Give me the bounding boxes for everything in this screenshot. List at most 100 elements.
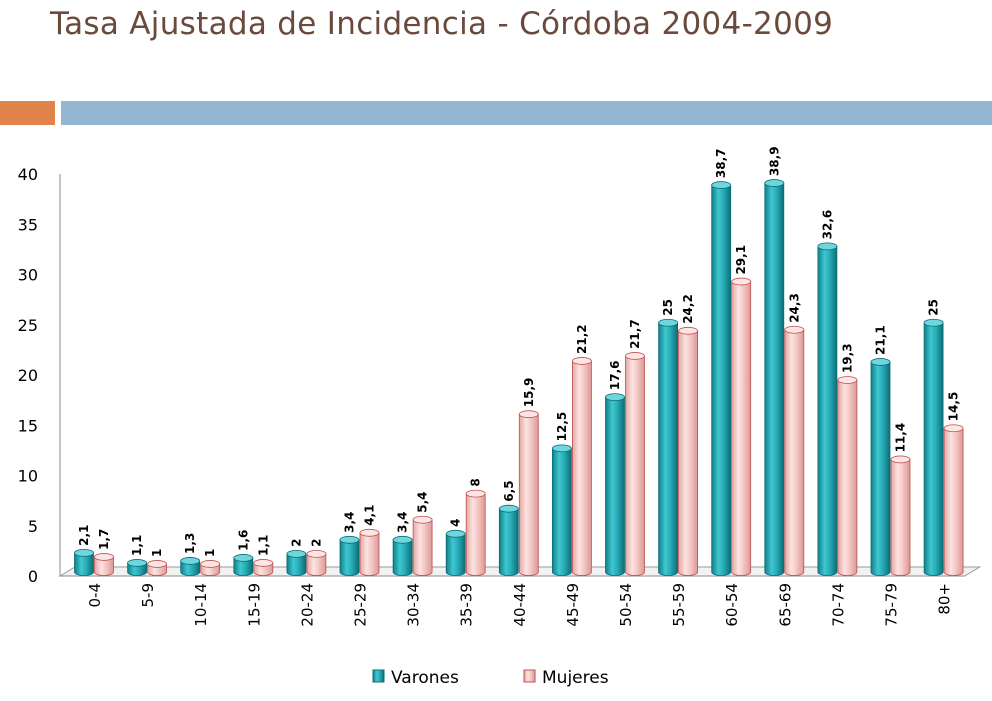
y-tick-label: 5 — [28, 517, 38, 536]
bar-mujeres — [412, 515, 433, 576]
bar-varones — [870, 358, 891, 576]
bar-varones — [127, 559, 148, 576]
bar-mujeres — [306, 550, 327, 576]
data-label: 12,5 — [555, 412, 569, 442]
bar-top — [605, 393, 625, 402]
bar-mujeres — [678, 326, 698, 576]
x-tick-label: 15-19 — [245, 583, 263, 627]
bar-top — [572, 357, 592, 365]
bar-mujeres — [518, 410, 539, 576]
data-label: 3,4 — [396, 512, 410, 533]
data-label: 5,4 — [416, 491, 430, 512]
bar-top — [784, 325, 805, 334]
data-label: 15,9 — [522, 378, 536, 408]
data-label: 29,1 — [734, 245, 748, 275]
accent-bar-blue — [61, 101, 992, 125]
bar-body — [625, 355, 645, 576]
bar-mujeres — [465, 489, 486, 576]
bar-top — [498, 504, 519, 513]
bar-varones — [764, 179, 785, 576]
bar-varones — [605, 393, 625, 576]
bar-body — [94, 556, 114, 576]
legend-swatch-mujeres — [523, 669, 536, 683]
bar-body — [658, 322, 678, 576]
bar-body — [74, 552, 94, 576]
bar-top — [837, 376, 858, 384]
bar-top — [552, 444, 572, 453]
x-tick-label: 20-24 — [298, 583, 316, 627]
page-title: Tasa Ajustada de Incidencia - Córdoba 20… — [50, 6, 834, 42]
bar-varones — [286, 550, 307, 576]
bar-body — [923, 322, 944, 576]
data-label: 2,1 — [77, 525, 91, 546]
bar-top — [253, 559, 274, 567]
bar-body — [731, 281, 752, 576]
bar-body — [445, 533, 466, 576]
data-label: 17,6 — [608, 361, 622, 391]
bar-top — [678, 326, 698, 335]
bar-varones — [339, 535, 360, 576]
bar-body — [890, 459, 911, 576]
bar-body — [817, 245, 838, 576]
bar-body — [711, 184, 732, 576]
y-tick-label: 30 — [18, 266, 38, 285]
data-label: 4,1 — [363, 505, 377, 526]
bar-mujeres — [943, 424, 964, 576]
y-tick-label: 40 — [18, 165, 38, 184]
bar-top — [392, 535, 413, 544]
bar-top — [339, 535, 360, 544]
bar-top — [180, 557, 201, 565]
tick-labels: 0 5 10 15 20 25 30 35 40 0-4 5-9 10-14 15-19 20-24 25-… — [18, 165, 954, 627]
bar-mujeres — [359, 528, 380, 576]
bar-top — [870, 358, 891, 366]
bar-top — [465, 489, 486, 498]
legend: Varones Mujeres — [372, 668, 609, 688]
bar-top — [233, 554, 254, 562]
bar-body — [605, 396, 625, 576]
bar-varones — [180, 557, 201, 576]
bar-body — [678, 330, 698, 576]
bar-mujeres — [837, 376, 858, 576]
y-tick-label: 25 — [18, 316, 38, 335]
data-label: 4 — [449, 518, 463, 526]
data-label: 21,2 — [575, 324, 589, 354]
legend-label-mujeres: Mujeres — [542, 668, 609, 688]
data-label: 1,1 — [130, 535, 144, 556]
data-label: 3,4 — [343, 512, 357, 533]
data-label: 1 — [150, 549, 164, 557]
bar-top — [518, 410, 539, 419]
x-tick-label: 10-14 — [192, 583, 210, 627]
y-tick-label: 15 — [18, 416, 38, 435]
bar-body — [359, 532, 380, 576]
data-label: 8 — [469, 478, 483, 486]
bar-body — [286, 553, 307, 576]
bar-top — [286, 550, 307, 558]
data-label: 1,6 — [236, 530, 250, 551]
x-tick-label: 40-44 — [511, 583, 529, 627]
y-tick-label: 0 — [28, 567, 38, 586]
data-label: 21,7 — [628, 319, 642, 349]
bar-top — [890, 455, 911, 464]
y-tick-label: 35 — [18, 215, 38, 234]
bar-top — [711, 181, 732, 189]
bar-top — [200, 560, 221, 568]
x-tick-label: 70-74 — [829, 583, 847, 627]
bar-body — [233, 557, 254, 576]
data-label: 25 — [927, 299, 941, 316]
bar-body — [392, 539, 413, 576]
bar-varones — [658, 318, 678, 576]
data-label: 1,1 — [256, 535, 270, 556]
data-label: 2 — [289, 539, 303, 547]
x-tick-label: 0-4 — [86, 583, 104, 608]
x-tick-label: 65-69 — [776, 583, 794, 627]
data-label: 25 — [661, 299, 675, 316]
bar-body — [572, 360, 592, 576]
y-tick-label: 10 — [18, 467, 38, 486]
bar-mujeres — [253, 559, 274, 576]
bar-top — [817, 242, 838, 251]
bar-varones — [74, 548, 94, 576]
data-label: 6,5 — [502, 480, 516, 501]
bar-top — [94, 553, 114, 561]
data-label: 32,6 — [820, 210, 834, 240]
bar-body — [498, 508, 519, 576]
